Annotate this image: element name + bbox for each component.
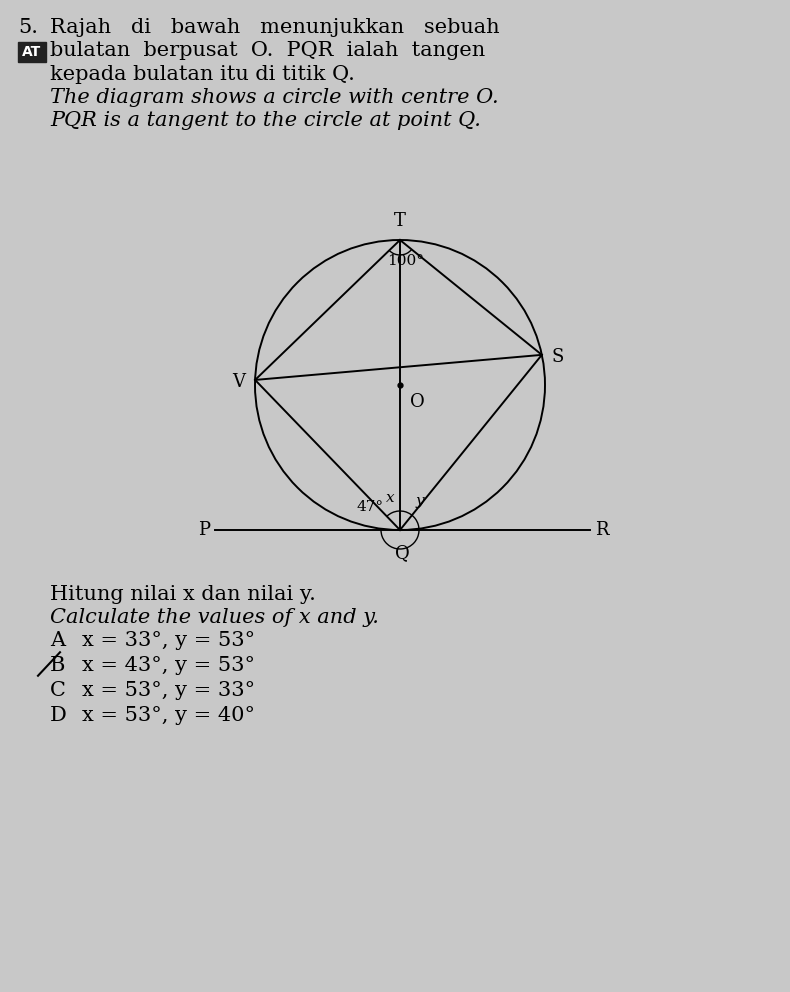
Text: 5.: 5.: [18, 18, 38, 37]
Text: C: C: [50, 681, 66, 700]
Text: bulatan  berpusat  O.  PQR  ialah  tangen: bulatan berpusat O. PQR ialah tangen: [50, 42, 485, 61]
Text: A: A: [50, 632, 65, 651]
Text: 47°: 47°: [356, 500, 384, 514]
Text: S: S: [552, 348, 564, 366]
Text: R: R: [595, 521, 608, 539]
Text: The diagram shows a circle with centre O.: The diagram shows a circle with centre O…: [50, 87, 498, 107]
Text: B: B: [50, 657, 66, 676]
Text: Q: Q: [395, 544, 409, 562]
Text: x = 33°, y = 53°: x = 33°, y = 53°: [82, 632, 255, 651]
Text: O: O: [410, 393, 425, 411]
Text: P: P: [198, 521, 210, 539]
Text: Calculate the values of x and y.: Calculate the values of x and y.: [50, 608, 379, 627]
Text: T: T: [394, 212, 406, 230]
Text: x = 53°, y = 40°: x = 53°, y = 40°: [82, 705, 255, 725]
Text: x = 43°, y = 53°: x = 43°, y = 53°: [82, 657, 255, 676]
Text: D: D: [50, 705, 67, 725]
Text: Hitung nilai x dan nilai y.: Hitung nilai x dan nilai y.: [50, 585, 316, 604]
Text: AT: AT: [22, 46, 42, 60]
Text: x = 53°, y = 33°: x = 53°, y = 33°: [82, 681, 255, 700]
Text: V: V: [232, 373, 245, 391]
Text: x: x: [386, 491, 394, 505]
Text: y: y: [416, 494, 424, 508]
Bar: [18, 43, 46, 62]
Text: PQR is a tangent to the circle at point Q.: PQR is a tangent to the circle at point …: [50, 111, 481, 130]
Text: Rajah   di   bawah   menunjukkan   sebuah: Rajah di bawah menunjukkan sebuah: [50, 18, 499, 37]
Text: kepada bulatan itu di titik Q.: kepada bulatan itu di titik Q.: [50, 64, 355, 83]
Text: 100°: 100°: [388, 254, 424, 268]
